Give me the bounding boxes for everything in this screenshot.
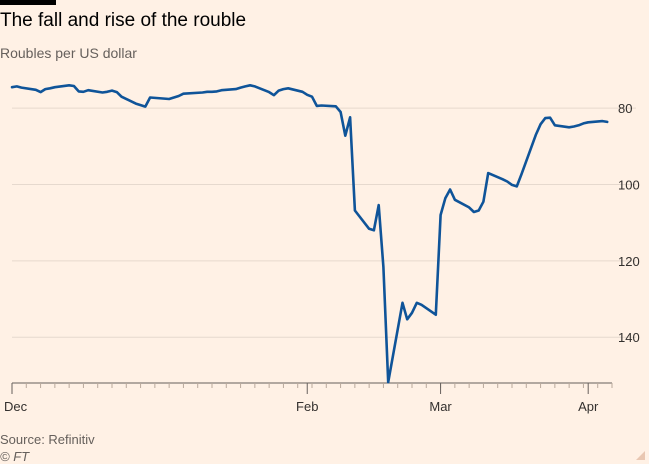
x-tick-label: Apr xyxy=(578,399,599,414)
y-axis: 80 100 120 140 xyxy=(618,101,640,345)
brand-bar xyxy=(0,0,56,5)
x-axis: Dec Feb Mar Apr xyxy=(4,382,613,414)
y-tick-label: 100 xyxy=(618,178,640,193)
corner-mark xyxy=(636,451,645,460)
chart-subtitle: Roubles per US dollar xyxy=(0,45,137,61)
chart-title: The fall and rise of the rouble xyxy=(0,10,247,31)
x-tick-label: Mar xyxy=(429,399,452,414)
x-tick-label: Dec xyxy=(4,399,28,414)
series-line-0 xyxy=(10,84,609,384)
y-tick-label: 120 xyxy=(618,254,640,269)
copyright: © FT xyxy=(0,449,30,464)
series-lines xyxy=(10,84,609,384)
source-note: Source: Refinitiv xyxy=(0,432,95,447)
gridlines xyxy=(12,107,636,338)
y-tick-label: 140 xyxy=(618,330,640,345)
y-tick-label: 80 xyxy=(618,101,632,116)
x-tick-label: Feb xyxy=(296,399,318,414)
